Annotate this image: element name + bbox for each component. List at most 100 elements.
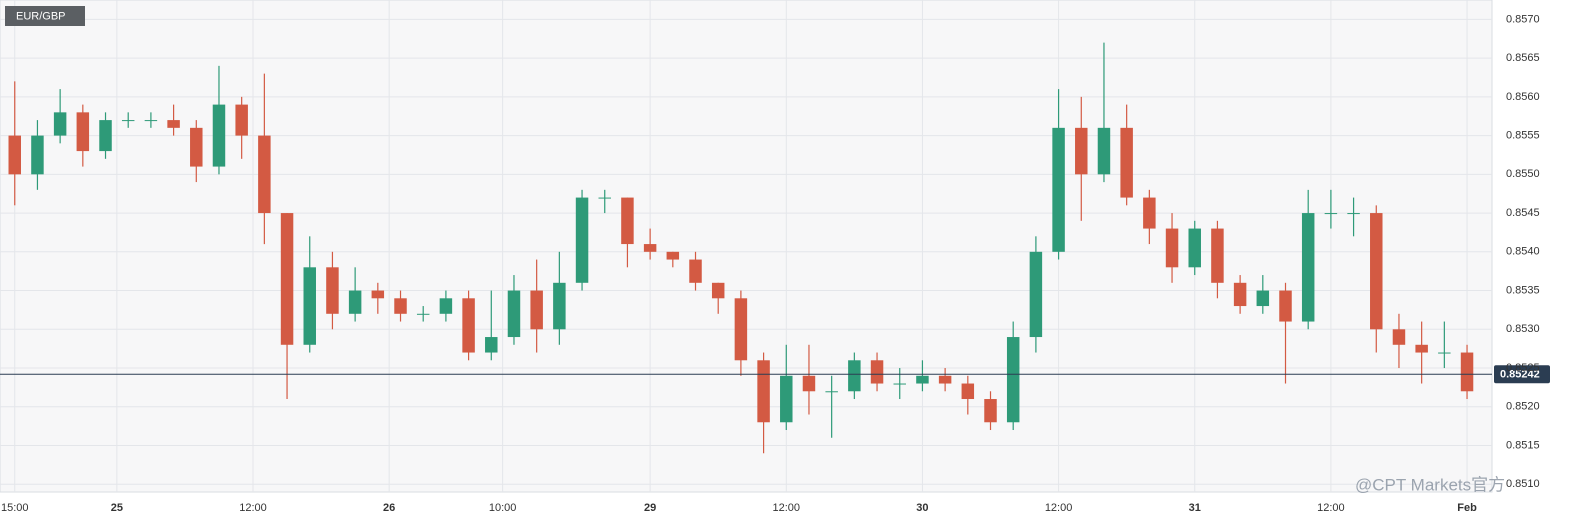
candle-body xyxy=(416,313,430,315)
candle-body xyxy=(643,244,657,252)
x-tick-label: 26 xyxy=(383,502,395,514)
candle-body xyxy=(439,298,453,314)
watermark: @CPT Markets官方 xyxy=(1355,475,1505,494)
y-tick-label: 0.8550 xyxy=(1506,168,1540,180)
candle-body xyxy=(99,120,112,152)
symbol-label: EUR/GBP xyxy=(16,10,66,22)
candle-body xyxy=(212,104,226,167)
candle-body xyxy=(144,120,158,122)
candle-body xyxy=(870,360,884,384)
candle-body xyxy=(348,290,362,314)
y-tick-label: 0.8565 xyxy=(1506,52,1540,64)
y-tick-label: 0.8535 xyxy=(1506,284,1540,296)
y-tick-label: 0.8520 xyxy=(1506,401,1540,413)
last-price-box xyxy=(1494,365,1550,384)
x-tick-label: 10:00 xyxy=(489,502,517,514)
candle-body xyxy=(575,197,589,283)
x-tick-label: 12:00 xyxy=(1317,502,1345,514)
candle-body xyxy=(1006,337,1020,423)
candle-body xyxy=(1029,251,1043,338)
candle-body xyxy=(31,135,44,175)
candle-body xyxy=(802,375,816,392)
x-tick-label: 25 xyxy=(111,502,123,514)
candle-body xyxy=(666,251,680,260)
candle-body xyxy=(621,197,634,245)
candle-body xyxy=(121,120,135,122)
candle-body xyxy=(167,120,180,128)
x-tick-label: 15:00 xyxy=(1,502,29,514)
candle-body xyxy=(485,337,498,353)
candle-body xyxy=(1392,329,1406,345)
candle-body xyxy=(1460,352,1474,392)
candle-body xyxy=(825,391,838,393)
candle-body xyxy=(326,267,339,314)
candle-body xyxy=(8,135,21,175)
candle-body xyxy=(235,104,248,136)
y-tick-label: 0.8560 xyxy=(1506,91,1540,103)
grid xyxy=(0,0,1492,492)
candle-body xyxy=(1415,344,1428,353)
candle-body xyxy=(1211,228,1224,283)
y-tick-label: 0.8525 xyxy=(1506,362,1540,374)
candle-body xyxy=(1324,213,1338,215)
candle-body xyxy=(689,259,702,283)
candle-body xyxy=(303,267,316,345)
x-tick-label: 12:00 xyxy=(239,502,267,514)
candle-body xyxy=(371,290,385,299)
candle-body xyxy=(1143,197,1156,229)
candle-body xyxy=(780,375,793,423)
candle-body xyxy=(258,135,271,214)
candle-body xyxy=(1256,290,1270,307)
x-tick-label: Feb xyxy=(1457,502,1477,514)
candle-body xyxy=(53,112,67,136)
candle-body xyxy=(916,375,929,384)
candle-body xyxy=(1279,290,1292,322)
candle-body xyxy=(1233,282,1247,307)
candle-body xyxy=(1052,127,1065,252)
x-tick-label: 12:00 xyxy=(773,502,801,514)
x-tick-label: 29 xyxy=(644,502,656,514)
last-price-label: 0.85242 xyxy=(1500,369,1540,381)
candle-body xyxy=(394,298,407,314)
candle-body xyxy=(984,399,997,423)
candle-body xyxy=(757,360,770,423)
candle-body xyxy=(1347,213,1360,215)
candle-body xyxy=(711,282,725,299)
candle-body xyxy=(553,282,566,330)
candle-body xyxy=(598,197,611,199)
symbol-box xyxy=(5,6,85,26)
candle-body xyxy=(1165,228,1179,268)
candle-body xyxy=(1301,213,1315,322)
y-tick-label: 0.8555 xyxy=(1506,129,1540,141)
candle-body xyxy=(462,298,475,353)
plot-area xyxy=(0,0,1493,493)
x-tick-label: 12:00 xyxy=(1045,502,1073,514)
candle-body xyxy=(893,383,906,385)
candle-body xyxy=(280,213,294,345)
x-tick-label: 30 xyxy=(916,502,928,514)
candle-body xyxy=(961,383,975,400)
y-tick-label: 0.8530 xyxy=(1506,323,1540,335)
y-tick-label: 0.8515 xyxy=(1506,439,1540,451)
candle-body xyxy=(190,127,203,167)
y-tick-label: 0.8545 xyxy=(1506,207,1540,219)
candle-body xyxy=(938,375,952,384)
candle-body xyxy=(734,298,748,361)
overlay: 0.85242 @CPT Markets官方 xyxy=(0,365,1550,494)
candle-body xyxy=(76,112,90,152)
candle-body xyxy=(1075,127,1088,175)
candle-body xyxy=(530,290,543,330)
candle-body xyxy=(1438,352,1451,354)
y-tick-label: 0.8540 xyxy=(1506,246,1540,258)
candle-body xyxy=(1120,127,1133,198)
candles xyxy=(8,42,1474,454)
candle-body xyxy=(1370,213,1383,330)
y-tick-label: 0.8510 xyxy=(1506,478,1540,490)
candle-body xyxy=(507,290,521,338)
candle-body xyxy=(1097,127,1111,175)
y-tick-label: 0.8570 xyxy=(1506,13,1540,25)
candle-body xyxy=(1188,228,1201,268)
candle-body xyxy=(848,360,861,392)
x-tick-label: 31 xyxy=(1189,502,1201,514)
